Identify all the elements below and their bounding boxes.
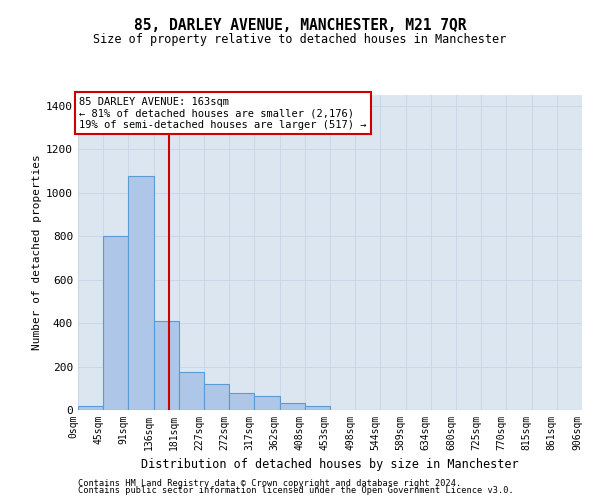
Text: Contains public sector information licensed under the Open Government Licence v3: Contains public sector information licen… (78, 486, 514, 495)
Bar (78, 406, 103, 410)
Bar (179, 372, 204, 410)
X-axis label: Distribution of detached houses by size in Manchester: Distribution of detached houses by size … (141, 458, 519, 471)
Text: 85 DARLEY AVENUE: 163sqm
← 81% of detached houses are smaller (2,176)
19% of sem: 85 DARLEY AVENUE: 163sqm ← 81% of detach… (79, 96, 367, 130)
Bar (305, 406, 330, 410)
Text: 85, DARLEY AVENUE, MANCHESTER, M21 7QR: 85, DARLEY AVENUE, MANCHESTER, M21 7QR (134, 18, 466, 32)
Bar (154, 321, 179, 410)
Bar (254, 396, 280, 410)
Bar (103, 236, 128, 410)
Bar (128, 176, 154, 410)
Bar (204, 384, 229, 410)
Text: Contains HM Land Registry data © Crown copyright and database right 2024.: Contains HM Land Registry data © Crown c… (78, 478, 461, 488)
Text: Size of property relative to detached houses in Manchester: Size of property relative to detached ho… (94, 32, 506, 46)
Y-axis label: Number of detached properties: Number of detached properties (32, 154, 42, 350)
Bar (280, 404, 305, 410)
Bar (229, 392, 254, 410)
